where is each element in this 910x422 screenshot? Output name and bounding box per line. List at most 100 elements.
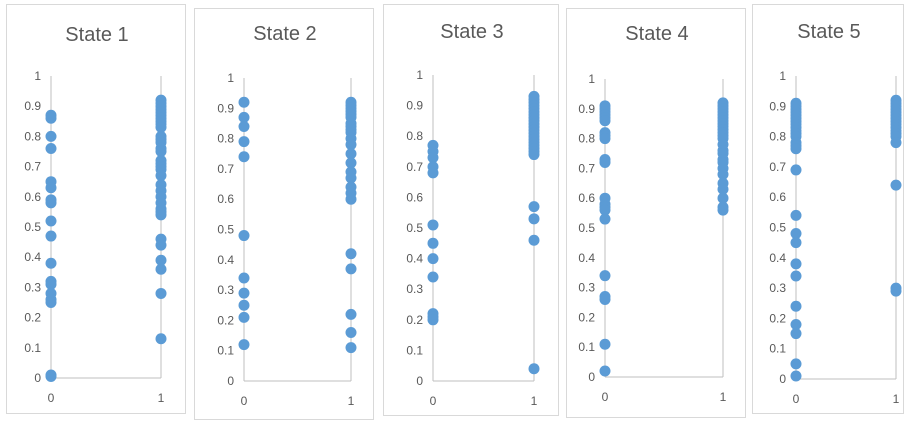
y-tick-label: 0.8 xyxy=(406,129,423,143)
data-point xyxy=(155,146,167,157)
data-point xyxy=(238,136,250,148)
chart-title: State 4 xyxy=(625,23,688,45)
x-tick-label: 0 xyxy=(241,394,248,408)
y-tick-label: 0.7 xyxy=(769,160,786,174)
y-tick-label: 0.6 xyxy=(406,190,423,204)
data-point xyxy=(599,270,611,282)
data-point xyxy=(45,215,57,227)
y-tick-label: 1 xyxy=(779,69,786,83)
y-tick-label: 0.7 xyxy=(578,161,595,175)
data-point xyxy=(790,270,802,282)
data-point xyxy=(890,285,902,297)
data-point xyxy=(238,120,250,132)
y-tick-label: 1 xyxy=(416,68,423,82)
data-point xyxy=(45,297,57,308)
y-tick-label: 0.4 xyxy=(769,251,786,265)
data-point xyxy=(790,258,802,270)
y-tick-label: 0.9 xyxy=(406,99,423,113)
y-tick-label: 0 xyxy=(416,374,423,388)
data-point xyxy=(790,370,802,382)
y-tick-label: 0.9 xyxy=(578,102,595,116)
data-point xyxy=(345,342,357,354)
data-point xyxy=(599,133,611,145)
y-tick-label: 0 xyxy=(34,371,41,385)
y-tick-label: 0.8 xyxy=(578,132,595,146)
chart-svg: State 4 0 0.1 0.2 0.3 0.4 0.5 0.6 0.7 0.8 0.9 1 0 1 xyxy=(578,23,729,404)
y-tick-label: 0.2 xyxy=(217,313,234,327)
data-point xyxy=(528,234,540,246)
data-point xyxy=(345,248,357,260)
data-point xyxy=(528,213,540,225)
x-tick-label: 0 xyxy=(793,392,800,406)
y-tick-label: 0.8 xyxy=(217,132,234,146)
data-point xyxy=(45,130,57,142)
data-point xyxy=(790,237,802,249)
y-tick-label: 0.1 xyxy=(24,341,41,355)
chart-title: State 5 xyxy=(797,21,860,43)
y-tick-label: 0 xyxy=(227,374,234,388)
y-tick-label: 0.1 xyxy=(217,344,234,358)
y-tick-label: 0.6 xyxy=(217,192,234,206)
data-point xyxy=(790,328,802,340)
y-tick-label: 0.7 xyxy=(217,162,234,176)
data-point xyxy=(427,314,439,326)
y-tick-label: 1 xyxy=(227,71,234,85)
chart-panel-state-3: State 3 0 0.1 0.2 0.3 0.4 0.5 0.6 0.7 0.8 0.9 1 0 1 xyxy=(383,4,559,416)
data-point xyxy=(155,263,167,275)
data-point xyxy=(238,272,250,284)
y-tick-label: 0.9 xyxy=(217,101,234,115)
y-tick-label: 0.7 xyxy=(406,160,423,174)
y-tick-label: 0.2 xyxy=(24,311,41,325)
y-tick-label: 0.7 xyxy=(24,160,41,174)
data-point xyxy=(599,365,611,377)
data-point xyxy=(45,257,57,269)
data-point xyxy=(345,263,357,275)
data-point xyxy=(155,239,167,251)
x-tick-label: 1 xyxy=(720,390,727,404)
chart-svg: State 3 0 0.1 0.2 0.3 0.4 0.5 0.6 0.7 0.8 0.9 1 0 1 xyxy=(406,21,540,408)
data-point xyxy=(599,294,611,306)
data-point xyxy=(345,148,357,160)
data-point xyxy=(790,318,802,330)
data-point xyxy=(890,137,902,149)
data-point xyxy=(155,333,167,345)
data-point xyxy=(790,143,802,155)
y-tick-label: 0.2 xyxy=(406,313,423,327)
x-tick-label: 0 xyxy=(430,394,437,408)
data-point xyxy=(345,193,357,205)
y-tick-label: 0.3 xyxy=(406,282,423,296)
chart-title: State 3 xyxy=(440,21,503,43)
data-point xyxy=(155,209,167,221)
data-point xyxy=(155,121,167,133)
data-point xyxy=(45,370,57,382)
y-tick-label: 0.5 xyxy=(578,221,595,235)
data-point xyxy=(45,197,57,209)
data-point xyxy=(155,170,167,182)
x-tick-label: 1 xyxy=(893,392,900,406)
y-tick-label: 0.2 xyxy=(769,311,786,325)
y-tick-label: 0.3 xyxy=(578,281,595,295)
x-tick-label: 0 xyxy=(602,390,609,404)
data-point xyxy=(790,228,802,240)
data-point xyxy=(238,311,250,323)
data-point xyxy=(427,253,439,265)
data-point xyxy=(345,327,357,339)
chart-title: State 2 xyxy=(253,23,316,45)
chart-panel-state-1: State 1 0 0.1 0.2 0.3 0.4 0.5 0.6 0.7 0.8 0.9 1 0 1 xyxy=(6,4,186,414)
data-point xyxy=(599,156,611,168)
data-point xyxy=(238,287,250,299)
data-point xyxy=(717,204,729,216)
y-tick-label: 0.5 xyxy=(406,221,423,235)
data-point xyxy=(599,338,611,350)
data-point xyxy=(717,192,729,204)
y-tick-label: 0.1 xyxy=(769,342,786,356)
data-point xyxy=(45,182,57,194)
y-tick-label: 1 xyxy=(588,72,595,86)
data-point xyxy=(528,363,540,375)
data-point xyxy=(238,230,250,242)
data-point xyxy=(427,219,439,231)
y-tick-label: 0.5 xyxy=(24,220,41,234)
data-point xyxy=(238,151,250,163)
data-point xyxy=(45,230,57,242)
chart-svg: State 2 0 0.1 0.2 0.3 0.4 0.5 0.6 0.7 0.8 0.9 1 0 1 xyxy=(217,23,357,408)
